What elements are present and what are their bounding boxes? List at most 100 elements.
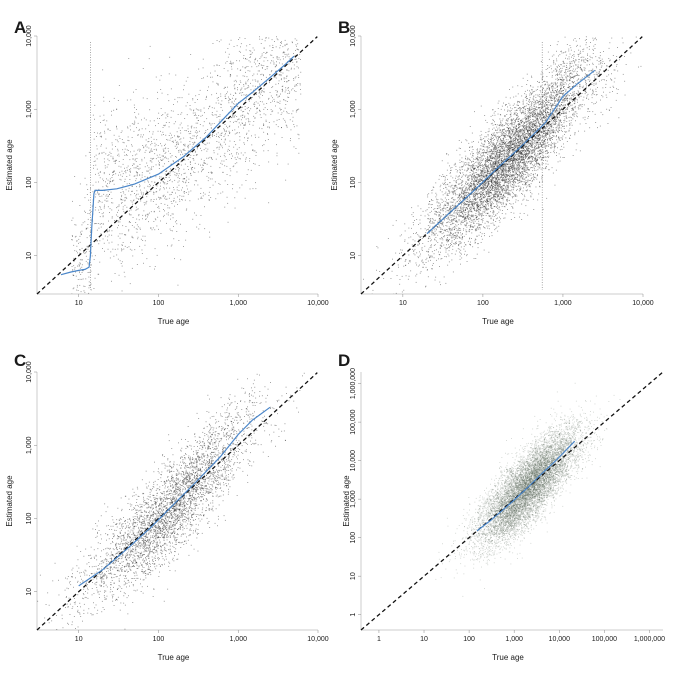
scatter-point [85, 211, 86, 213]
scatter-point [531, 177, 533, 179]
scatter-point [484, 141, 486, 143]
scatter-point [502, 178, 504, 180]
scatter-point [530, 160, 531, 162]
scatter-point [509, 173, 511, 175]
scatter-point [533, 164, 535, 166]
scatter-point [528, 115, 529, 117]
scatter-point [190, 154, 192, 156]
scatter-point [111, 114, 112, 116]
scatter-point [71, 239, 73, 240]
scatter-point [184, 145, 186, 147]
scatter-point [545, 153, 547, 155]
scatter-point [525, 150, 527, 152]
scatter-point [512, 86, 514, 88]
scatter-point [504, 109, 505, 111]
scatter-point [99, 201, 101, 203]
scatter-point [109, 180, 111, 182]
scatter-point [238, 50, 240, 52]
scatter-point [168, 122, 170, 123]
scatter-point [429, 227, 431, 228]
scatter-point [500, 174, 502, 176]
scatter-point [172, 110, 174, 112]
scatter-point [513, 184, 515, 186]
scatter-point [469, 221, 471, 223]
scatter-point [110, 251, 112, 253]
scatter-point [99, 196, 101, 197]
scatter-point [535, 142, 537, 144]
scatter-point [567, 107, 568, 109]
scatter-point [459, 162, 461, 163]
scatter-point [465, 244, 467, 246]
scatter-point [555, 111, 557, 113]
scatter-point [72, 269, 73, 271]
scatter-point [248, 107, 249, 108]
scatter-point [210, 72, 211, 74]
scatter-point [157, 207, 159, 208]
scatter-point [481, 174, 483, 176]
scatter-point [99, 133, 101, 135]
scatter-point [112, 180, 113, 181]
scatter-point [137, 172, 138, 174]
scatter-point [211, 112, 213, 113]
scatter-point [453, 227, 455, 228]
scatter-point [482, 221, 483, 223]
scatter-point [151, 168, 153, 170]
scatter-point [510, 219, 512, 220]
scatter-point [252, 47, 254, 49]
scatter-point [440, 184, 442, 186]
scatter-point [474, 242, 476, 244]
scatter-point [501, 144, 503, 145]
scatter-point [509, 159, 511, 161]
scatter-point [216, 116, 218, 118]
scatter-point [181, 112, 183, 114]
scatter-point [187, 166, 189, 167]
scatter-point [265, 76, 267, 78]
scatter-point [529, 125, 531, 127]
scatter-point [511, 189, 513, 191]
scatter-point [524, 90, 526, 92]
x-tick-label: 10 [75, 300, 83, 307]
scatter-point [505, 191, 506, 193]
scatter-point [594, 76, 595, 78]
scatter-point [498, 225, 500, 227]
scatter-point [471, 179, 473, 180]
scatter-point [225, 62, 227, 64]
scatter-point [508, 169, 510, 171]
scatter-point [166, 170, 167, 172]
scatter-point [134, 193, 135, 194]
scatter-point [194, 162, 196, 164]
scatter-point [247, 118, 249, 119]
scatter-point [181, 199, 182, 200]
scatter-point [237, 89, 238, 91]
scatter-point [219, 146, 221, 148]
scatter-point [565, 113, 567, 114]
scatter-point [502, 178, 503, 180]
scatter-point [183, 148, 185, 150]
scatter-point [440, 227, 442, 229]
scatter-point [76, 289, 78, 291]
scatter-point [462, 197, 464, 199]
scatter-point [131, 190, 132, 192]
scatter-point [286, 69, 288, 71]
scatter-point [85, 278, 87, 280]
scatter-point [224, 134, 226, 136]
scatter-point [159, 189, 161, 191]
scatter-point [84, 291, 86, 293]
scatter-point [456, 201, 458, 203]
scatter-point [455, 213, 457, 215]
scatter-point [499, 160, 501, 162]
scatter-point [201, 150, 203, 152]
scatter-point [526, 84, 528, 85]
scatter-point [492, 222, 494, 224]
scatter-point [513, 168, 515, 169]
scatter-point [129, 248, 131, 250]
scatter-point [486, 208, 488, 210]
scatter-point [499, 193, 501, 195]
scatter-point [161, 115, 163, 116]
scatter-point [255, 136, 256, 138]
scatter-point [226, 118, 228, 119]
scatter-point [501, 187, 503, 189]
scatter-point [515, 107, 517, 108]
scatter-point [106, 194, 108, 196]
